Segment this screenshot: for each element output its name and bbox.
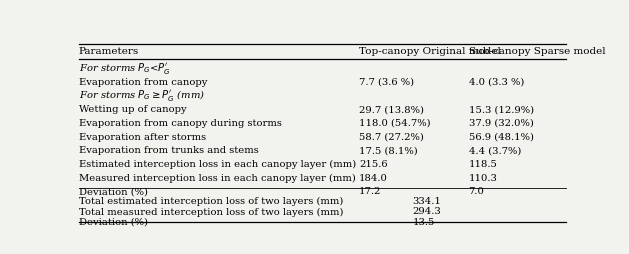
Text: Wetting up of canopy: Wetting up of canopy [79,105,186,114]
Text: 4.4 (3.7%): 4.4 (3.7%) [469,146,521,155]
Text: 118.0 (54.7%): 118.0 (54.7%) [359,119,430,128]
Text: 7.7 (3.6 %): 7.7 (3.6 %) [359,78,414,87]
Text: Parameters: Parameters [79,47,139,56]
Text: Estimated interception loss in each canopy layer (mm): Estimated interception loss in each cano… [79,160,356,169]
Text: 294.3: 294.3 [413,208,442,216]
Text: 58.7 (27.2%): 58.7 (27.2%) [359,133,424,141]
Text: Evaporation after storms: Evaporation after storms [79,133,206,141]
Text: 334.1: 334.1 [413,197,442,206]
Text: 37.9 (32.0%): 37.9 (32.0%) [469,119,533,128]
Text: For storms $P_G$<$P^{\prime}_G$: For storms $P_G$<$P^{\prime}_G$ [79,61,170,76]
Text: 56.9 (48.1%): 56.9 (48.1%) [469,133,533,141]
Text: 17.2: 17.2 [359,187,381,196]
Text: Sub-canopy Sparse model: Sub-canopy Sparse model [469,47,605,56]
Text: Top-canopy Original model: Top-canopy Original model [359,47,501,56]
Text: Deviation (%): Deviation (%) [79,218,148,227]
Text: Total measured interception loss of two layers (mm): Total measured interception loss of two … [79,208,343,217]
Text: Evaporation from canopy: Evaporation from canopy [79,78,207,87]
Text: Total estimated interception loss of two layers (mm): Total estimated interception loss of two… [79,197,343,206]
Text: For storms $P_G$$\geq$$P^{\prime}_G$ (mm): For storms $P_G$$\geq$$P^{\prime}_G$ (mm… [79,88,204,103]
Text: 17.5 (8.1%): 17.5 (8.1%) [359,146,418,155]
Text: Evaporation from canopy during storms: Evaporation from canopy during storms [79,119,282,128]
Text: 4.0 (3.3 %): 4.0 (3.3 %) [469,78,524,87]
Text: Deviation (%): Deviation (%) [79,187,148,196]
Text: 13.5: 13.5 [413,218,435,227]
Text: 15.3 (12.9%): 15.3 (12.9%) [469,105,534,114]
Text: 118.5: 118.5 [469,160,498,169]
Text: 215.6: 215.6 [359,160,387,169]
Text: 29.7 (13.8%): 29.7 (13.8%) [359,105,424,114]
Text: 110.3: 110.3 [469,174,498,183]
Text: 184.0: 184.0 [359,174,388,183]
Text: Evaporation from trunks and stems: Evaporation from trunks and stems [79,146,259,155]
Text: Measured interception loss in each canopy layer (mm): Measured interception loss in each canop… [79,173,355,183]
Text: 7.0: 7.0 [469,187,484,196]
